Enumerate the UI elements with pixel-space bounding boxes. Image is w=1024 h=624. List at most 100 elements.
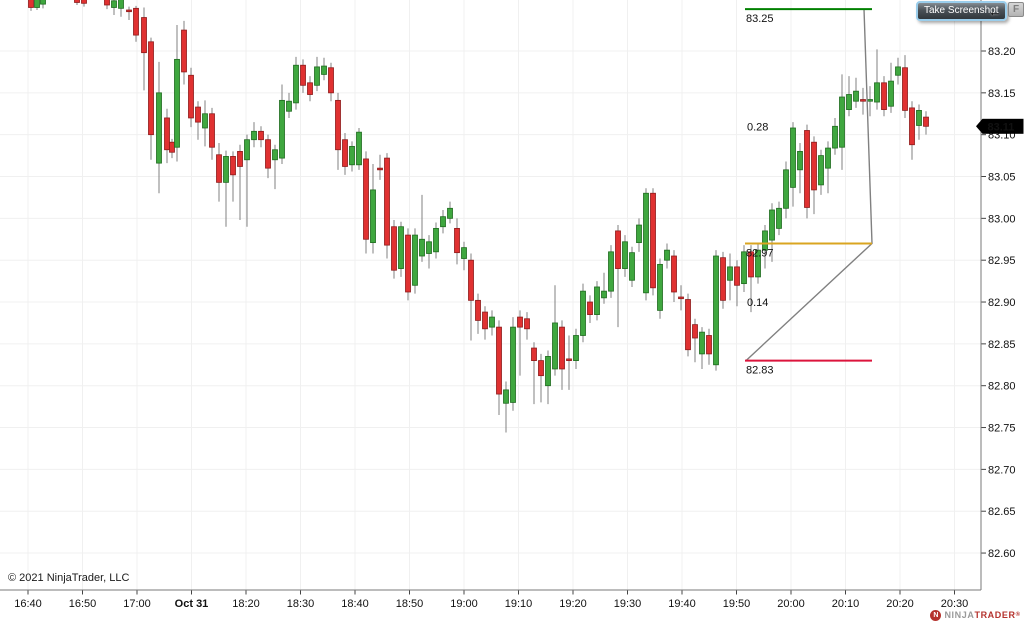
candle-body — [755, 249, 761, 278]
candle-body — [426, 241, 432, 254]
ninjatrader-logo: N NINJA TRADER ® — [930, 609, 1020, 622]
copyright-text: © 2021 NinjaTrader, LLC — [8, 572, 130, 584]
candle-body — [174, 58, 180, 148]
candle-body — [237, 151, 243, 167]
candle-body — [671, 255, 677, 293]
candle-body — [293, 64, 299, 104]
price-axis-label[interactable]: 82.70 — [988, 464, 1016, 476]
candle-body — [594, 286, 600, 315]
time-axis-label[interactable]: 19:30 — [614, 598, 642, 610]
candle-body — [818, 155, 824, 186]
candle-body — [307, 82, 313, 95]
mouse-cursor-icon: ← — [988, 4, 1002, 19]
time-axis-label[interactable]: 16:40 — [14, 598, 42, 610]
price-axis-label[interactable]: 82.95 — [988, 255, 1016, 267]
candle-body — [524, 318, 530, 330]
logo-registered-mark: ® — [1015, 612, 1020, 618]
candle-body — [734, 266, 740, 286]
target-price-label: 83.25 — [746, 13, 774, 25]
time-axis-label[interactable]: 17:00 — [123, 598, 151, 610]
candle-body — [272, 149, 278, 161]
time-axis-label[interactable]: 19:40 — [668, 598, 696, 610]
candle-body — [825, 147, 831, 169]
candle-body — [34, 0, 40, 8]
time-axis-label[interactable]: 18:20 — [232, 598, 260, 610]
candle-body — [216, 154, 222, 183]
candle-body — [832, 125, 838, 149]
time-axis-label[interactable]: 16:50 — [69, 598, 97, 610]
time-axis-label[interactable]: 19:10 — [505, 598, 533, 610]
time-axis-label[interactable]: Oct 31 — [175, 598, 209, 610]
entry-price-label: 82.97 — [746, 247, 774, 259]
candle-body — [804, 130, 810, 208]
candle-body — [356, 131, 362, 166]
candle-body — [251, 130, 257, 141]
price-axis-label[interactable]: 82.85 — [988, 339, 1016, 351]
price-axis-label[interactable]: 82.75 — [988, 423, 1016, 435]
time-axis-label[interactable]: 18:40 — [341, 598, 369, 610]
candle-body — [748, 251, 754, 278]
price-axis-label[interactable]: 82.90 — [988, 297, 1016, 309]
candle-body — [328, 67, 334, 94]
candle-body — [587, 301, 593, 315]
candle-body — [741, 251, 747, 285]
candle-body — [74, 0, 80, 3]
candle-body — [874, 82, 880, 103]
candle-body — [769, 209, 775, 241]
candle-body — [545, 356, 551, 387]
candle-body — [342, 139, 348, 167]
candle-body — [230, 156, 236, 176]
candle-body — [461, 247, 467, 259]
candle-body — [657, 263, 663, 311]
candle-body — [902, 67, 908, 111]
time-axis-label[interactable]: 18:30 — [287, 598, 315, 610]
risk-value-label: 0.14 — [747, 297, 768, 309]
candle-body — [538, 360, 544, 377]
time-axis-label[interactable]: 19:20 — [559, 598, 587, 610]
time-axis-label[interactable]: 20:20 — [886, 598, 914, 610]
candle-body — [762, 230, 768, 251]
candle-body — [559, 326, 565, 370]
candle-body — [321, 65, 327, 75]
current-price-label: 83.11 — [988, 121, 1015, 133]
candle-body — [118, 0, 124, 9]
candle-body — [169, 141, 175, 153]
time-axis-label[interactable]: 20:00 — [777, 598, 805, 610]
candle-body — [454, 227, 460, 254]
candle-body — [888, 80, 894, 107]
time-axis-label[interactable]: 20:30 — [941, 598, 969, 610]
time-axis-label[interactable]: 20:10 — [832, 598, 860, 610]
price-axis-label[interactable]: 82.80 — [988, 381, 1016, 393]
candle-body — [650, 192, 656, 289]
candle-body — [195, 106, 201, 123]
price-axis-label[interactable]: 82.60 — [988, 548, 1016, 560]
candle-body — [104, 0, 110, 6]
candle-body — [433, 227, 439, 253]
price-axis-label[interactable]: 83.20 — [988, 46, 1016, 58]
candle-body — [895, 66, 901, 76]
time-axis-label[interactable]: 19:50 — [723, 598, 751, 610]
stop-price-label: 82.83 — [746, 365, 774, 377]
price-axis-label[interactable]: 83.00 — [988, 213, 1016, 225]
candle-body — [776, 207, 782, 229]
candle-body — [279, 99, 285, 159]
candle-body — [566, 358, 572, 361]
time-axis-label[interactable]: 19:00 — [450, 598, 478, 610]
take-screenshot-tooltip: Take Screenshot ← — [916, 1, 1007, 21]
time-axis-label[interactable]: 18:50 — [396, 598, 424, 610]
candle-body — [706, 335, 712, 355]
price-axis-label[interactable]: 83.05 — [988, 172, 1016, 184]
reward-value-label: 0.28 — [747, 121, 768, 133]
panel-f-button[interactable]: F — [1008, 2, 1024, 17]
candle-body — [664, 249, 670, 261]
candle-body — [265, 139, 271, 169]
candle-body — [699, 331, 705, 355]
candle-body — [141, 17, 147, 54]
price-axis-label[interactable]: 82.65 — [988, 506, 1016, 518]
candle-body — [398, 226, 404, 269]
candle-body — [839, 96, 845, 148]
candle-body — [601, 290, 607, 299]
price-axis-label[interactable]: 83.15 — [988, 88, 1016, 100]
candle-body — [622, 241, 628, 269]
